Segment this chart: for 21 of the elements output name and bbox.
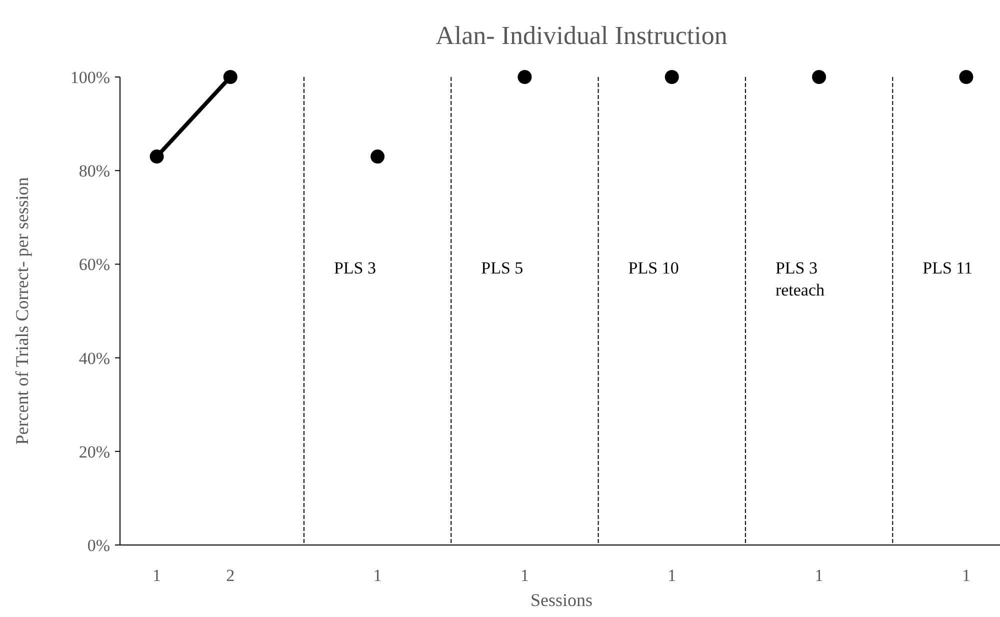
annotation: PLS 3 reteach: [775, 258, 826, 300]
x-tick-label: 2: [226, 566, 235, 585]
annotation: PLS 5: [481, 258, 524, 278]
x-tick-label: 1: [668, 566, 676, 585]
y-axis-title: Percent of Trials Correct- per session: [12, 177, 32, 445]
x-tick-label: 1: [373, 566, 382, 585]
y-tick-label: 100%: [70, 68, 110, 87]
y-tick-label: 0%: [87, 536, 110, 555]
annotation: PLS 11: [922, 258, 973, 278]
x-tick-label: 1: [520, 566, 529, 585]
chart-title: Alan- Individual Instruction: [436, 21, 728, 50]
x-tick-label: 1: [152, 566, 162, 585]
x-tick-label: 1: [814, 566, 824, 585]
x-tick-label: 1: [962, 566, 970, 585]
x-axis-title: Sessions: [530, 590, 593, 610]
y-tick-label: 20%: [78, 442, 110, 462]
y-tick-label: 40%: [78, 348, 110, 368]
annotation: PLS 3: [334, 258, 376, 278]
y-tick-label: 60%: [78, 255, 110, 274]
y-tick-label: 80%: [78, 162, 110, 181]
annotation: PLS 10: [628, 258, 679, 278]
